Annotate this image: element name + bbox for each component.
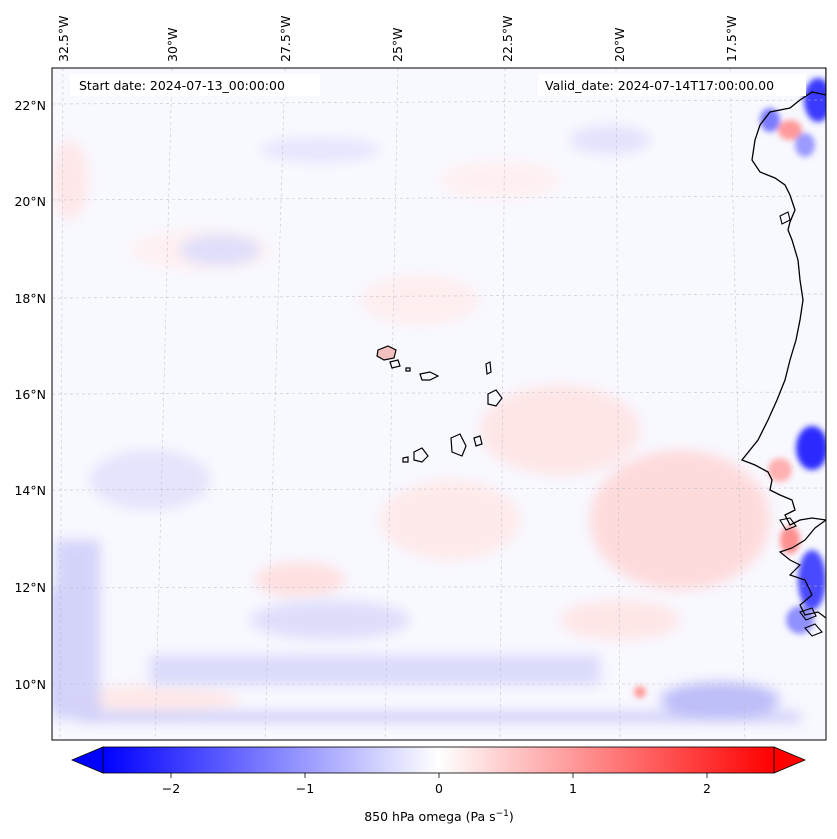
- colorbar-tick-neg1: −1: [296, 781, 314, 796]
- lat-label-12n: 12°N: [14, 580, 46, 595]
- lon-label-30w: 30°W: [165, 27, 180, 62]
- lat-label-22n: 22°N: [14, 98, 46, 113]
- lat-label-18n: 18°N: [14, 291, 46, 306]
- colorbar-max-extend: [773, 746, 807, 774]
- graticule: [52, 68, 826, 740]
- valid-date-label: Valid_date: 2024-07-14T17:00:00.00: [545, 78, 774, 93]
- lon-label-17-5w: 17.5°W: [724, 16, 739, 62]
- coastline-africa: [740, 68, 826, 526]
- colorbar: −2 −1 0 1 2 850 hPa omega (Pa s−1): [70, 746, 807, 824]
- colorbar-tick-0: 0: [435, 781, 443, 796]
- coastline-guinea: [778, 519, 826, 619]
- colorbar-label: 850 hPa omega (Pa s−1): [364, 809, 514, 824]
- lon-label-25w: 25°W: [390, 27, 405, 62]
- lat-label-20n: 20°N: [14, 194, 46, 209]
- colorbar-min-extend: [70, 746, 104, 774]
- start-date-label: Start date: 2024-07-13_00:00:00: [79, 78, 285, 93]
- lat-labels: 22°N 20°N 18°N 16°N 14°N 12°N 10°N: [14, 98, 46, 692]
- omega-field: [52, 68, 826, 740]
- colorbar-tick-1: 1: [569, 781, 577, 796]
- lon-labels: 32.5°W 30°W 27.5°W 25°W 22.5°W 20°W 17.5…: [56, 16, 739, 62]
- lat-label-10n: 10°N: [14, 677, 46, 692]
- colorbar-tick-2: 2: [703, 781, 711, 796]
- lon-label-32-5w: 32.5°W: [56, 16, 71, 62]
- map-panel: Start date: 2024-07-13_00:00:00 Valid_da…: [51, 67, 827, 741]
- lat-label-14n: 14°N: [14, 483, 46, 498]
- colorbar-tick-neg2: −2: [162, 781, 180, 796]
- lat-label-16n: 16°N: [14, 387, 46, 402]
- lon-label-22-5w: 22.5°W: [500, 16, 515, 62]
- lon-label-20w: 20°W: [612, 27, 627, 62]
- cape-verde-islands: [376, 345, 503, 463]
- lon-label-27-5w: 27.5°W: [278, 16, 293, 62]
